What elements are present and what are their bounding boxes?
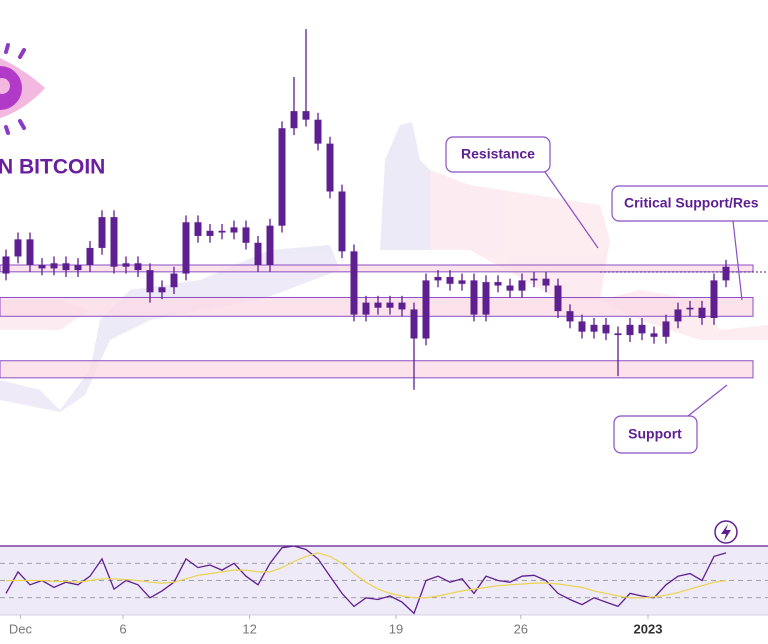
candle-body [98,217,106,248]
candle-body [482,282,490,315]
candle-body [422,280,430,339]
candle-body [470,280,478,315]
candle-body [338,191,346,252]
candle-body [170,273,178,288]
candle-body [206,230,214,236]
lightning-icon [714,520,738,544]
zone [0,360,754,379]
candle-body [350,251,358,315]
candle-body [158,287,166,293]
candle-body [674,309,682,322]
candle-body [566,311,574,322]
candle-body [266,225,274,265]
candle-body [194,222,202,236]
x-tick-label: 12 [242,621,256,636]
candle-body [254,242,262,265]
candle-body [50,263,58,269]
rsi-line [5,546,727,615]
candle-body [26,239,34,265]
candle-body [302,111,310,120]
candle-body [242,227,250,243]
candle-body [638,324,646,334]
candle-body [458,280,466,284]
brand: N BITCOIN [0,156,105,179]
candle-body [218,230,226,233]
x-tick-label: 26 [514,621,528,636]
candle-body [410,309,418,339]
rsi-line [6,552,727,599]
candle-body [518,280,526,291]
candle-body [110,217,118,267]
annotation-pointer [732,220,743,301]
annotation-box [611,185,768,222]
candle-body [74,265,82,271]
candle-body [554,285,562,312]
candle-body [710,280,718,318]
annotation-pointer [687,384,728,417]
x-tick-label: 19 [389,621,403,636]
candle-body [506,285,514,291]
x-tick-label: Dec [9,621,33,636]
candle-body [626,324,634,336]
annotation-box [445,136,551,173]
candle-body [86,247,94,265]
candle-body [446,276,454,284]
candle-body [662,321,670,337]
annotation: Resistance [461,146,535,162]
candle-body [314,119,322,144]
candle-body [326,143,334,192]
candle-body [38,265,46,269]
candle-body [362,302,370,315]
candle-body [722,266,730,281]
annotation: Support [628,426,682,442]
candle-body [578,321,586,332]
x-tick-label: 6 [119,621,126,636]
candle-body [542,278,550,286]
candle-body [494,282,502,286]
x-tick-label: 2023 [634,621,663,636]
candle-body [230,227,238,233]
candle-body [698,307,706,318]
candle-body [686,307,694,310]
candle-body [530,278,538,281]
candle-body [602,324,610,334]
candle-body [434,276,442,281]
candle-body [650,333,658,337]
candle-body [2,256,10,274]
logo [0,43,45,135]
candle-body [398,302,406,310]
candle-body [374,302,382,308]
candle-body [614,333,622,336]
candle-body [134,263,142,271]
candle-body [182,222,190,274]
candle-body [590,324,598,332]
candle-body [14,239,22,257]
candle-body [62,263,70,271]
zone [0,264,754,273]
annotation-pointer [544,171,599,249]
annotation: Critical Support/Res [624,195,759,211]
candle-body [122,263,130,267]
annotation-box [613,415,698,454]
candle-body [278,128,286,226]
candle-body [146,270,154,293]
candle-body [290,111,298,129]
candle-body [386,302,394,308]
